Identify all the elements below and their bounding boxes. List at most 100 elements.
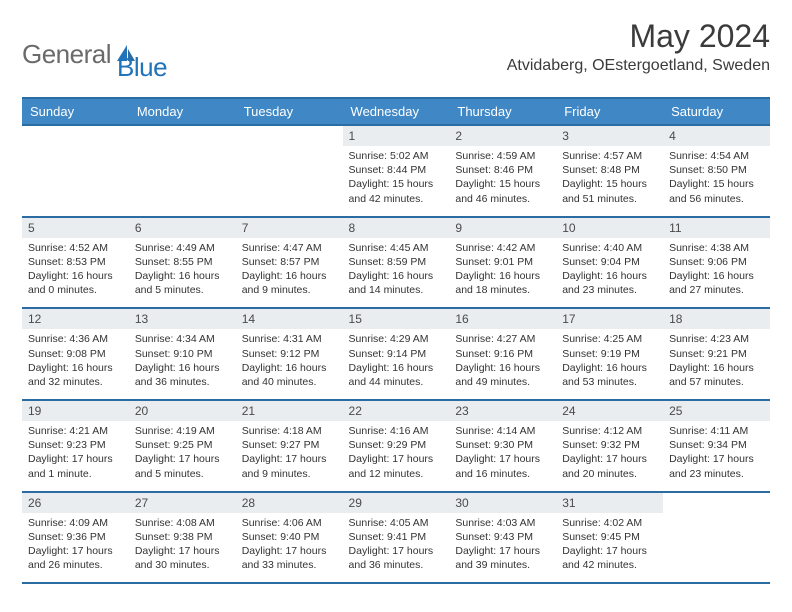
calendar-cell: 28Sunrise: 4:06 AMSunset: 9:40 PMDayligh… — [236, 492, 343, 584]
sunset-text: Sunset: 9:38 PM — [135, 530, 230, 544]
calendar-cell: 10Sunrise: 4:40 AMSunset: 9:04 PMDayligh… — [556, 217, 663, 309]
day-header: Tuesday — [236, 98, 343, 125]
day-header: Saturday — [663, 98, 770, 125]
sunset-text: Sunset: 9:21 PM — [669, 347, 764, 361]
day-data: Sunrise: 4:14 AMSunset: 9:30 PMDaylight:… — [449, 421, 556, 491]
sunset-text: Sunset: 9:10 PM — [135, 347, 230, 361]
sunset-text: Sunset: 9:01 PM — [455, 255, 550, 269]
logo-general-text: General — [22, 39, 111, 69]
sunrise-text: Sunrise: 4:40 AM — [562, 241, 657, 255]
daylight-text: Daylight: 17 hours and 16 minutes. — [455, 452, 550, 480]
sunrise-text: Sunrise: 4:09 AM — [28, 516, 123, 530]
sunrise-text: Sunrise: 4:23 AM — [669, 332, 764, 346]
daylight-text: Daylight: 17 hours and 23 minutes. — [669, 452, 764, 480]
calendar-cell: 14Sunrise: 4:31 AMSunset: 9:12 PMDayligh… — [236, 308, 343, 400]
day-data: Sunrise: 4:29 AMSunset: 9:14 PMDaylight:… — [343, 329, 450, 399]
sunset-text: Sunset: 8:48 PM — [562, 163, 657, 177]
day-number: 1 — [343, 126, 450, 146]
calendar-cell: 1Sunrise: 5:02 AMSunset: 8:44 PMDaylight… — [343, 125, 450, 217]
calendar-cell — [236, 125, 343, 217]
day-number: 20 — [129, 401, 236, 421]
sunrise-text: Sunrise: 4:19 AM — [135, 424, 230, 438]
sunrise-text: Sunrise: 4:29 AM — [349, 332, 444, 346]
calendar-page: General Blue May 2024 Atvidaberg, OEster… — [0, 0, 792, 602]
calendar-cell: 5Sunrise: 4:52 AMSunset: 8:53 PMDaylight… — [22, 217, 129, 309]
day-number: 13 — [129, 309, 236, 329]
sunset-text: Sunset: 9:04 PM — [562, 255, 657, 269]
location-text: Atvidaberg, OEstergoetland, Sweden — [507, 57, 770, 75]
sunrise-text: Sunrise: 4:42 AM — [455, 241, 550, 255]
day-number: 10 — [556, 218, 663, 238]
calendar-cell: 24Sunrise: 4:12 AMSunset: 9:32 PMDayligh… — [556, 400, 663, 492]
sunrise-text: Sunrise: 4:11 AM — [669, 424, 764, 438]
sunrise-text: Sunrise: 4:06 AM — [242, 516, 337, 530]
day-data: Sunrise: 4:21 AMSunset: 9:23 PMDaylight:… — [22, 421, 129, 491]
day-number: 14 — [236, 309, 343, 329]
calendar-table: Sunday Monday Tuesday Wednesday Thursday… — [22, 97, 770, 584]
calendar-cell — [663, 492, 770, 584]
calendar-cell: 11Sunrise: 4:38 AMSunset: 9:06 PMDayligh… — [663, 217, 770, 309]
calendar-cell: 16Sunrise: 4:27 AMSunset: 9:16 PMDayligh… — [449, 308, 556, 400]
day-number: 11 — [663, 218, 770, 238]
sunrise-text: Sunrise: 4:38 AM — [669, 241, 764, 255]
day-header: Monday — [129, 98, 236, 125]
day-data: Sunrise: 4:54 AMSunset: 8:50 PMDaylight:… — [663, 146, 770, 216]
daylight-text: Daylight: 16 hours and 32 minutes. — [28, 361, 123, 389]
sunset-text: Sunset: 9:40 PM — [242, 530, 337, 544]
day-header: Thursday — [449, 98, 556, 125]
sunrise-text: Sunrise: 4:18 AM — [242, 424, 337, 438]
title-block: May 2024 Atvidaberg, OEstergoetland, Swe… — [507, 18, 770, 75]
sunrise-text: Sunrise: 4:03 AM — [455, 516, 550, 530]
sunrise-text: Sunrise: 4:02 AM — [562, 516, 657, 530]
calendar-cell: 25Sunrise: 4:11 AMSunset: 9:34 PMDayligh… — [663, 400, 770, 492]
daylight-text: Daylight: 16 hours and 0 minutes. — [28, 269, 123, 297]
sunrise-text: Sunrise: 4:21 AM — [28, 424, 123, 438]
sunrise-text: Sunrise: 4:36 AM — [28, 332, 123, 346]
sunset-text: Sunset: 9:06 PM — [669, 255, 764, 269]
daylight-text: Daylight: 16 hours and 27 minutes. — [669, 269, 764, 297]
sunrise-text: Sunrise: 4:45 AM — [349, 241, 444, 255]
day-number: 30 — [449, 493, 556, 513]
logo-blue-text: Blue — [117, 52, 167, 82]
calendar-cell: 23Sunrise: 4:14 AMSunset: 9:30 PMDayligh… — [449, 400, 556, 492]
sunset-text: Sunset: 9:36 PM — [28, 530, 123, 544]
sunset-text: Sunset: 9:16 PM — [455, 347, 550, 361]
calendar-cell: 13Sunrise: 4:34 AMSunset: 9:10 PMDayligh… — [129, 308, 236, 400]
day-header: Sunday — [22, 98, 129, 125]
daylight-text: Daylight: 17 hours and 36 minutes. — [349, 544, 444, 572]
calendar-cell: 9Sunrise: 4:42 AMSunset: 9:01 PMDaylight… — [449, 217, 556, 309]
sunrise-text: Sunrise: 5:02 AM — [349, 149, 444, 163]
sunrise-text: Sunrise: 4:12 AM — [562, 424, 657, 438]
sunrise-text: Sunrise: 4:27 AM — [455, 332, 550, 346]
sunrise-text: Sunrise: 4:16 AM — [349, 424, 444, 438]
sunset-text: Sunset: 9:34 PM — [669, 438, 764, 452]
day-data: Sunrise: 4:27 AMSunset: 9:16 PMDaylight:… — [449, 329, 556, 399]
day-number: 5 — [22, 218, 129, 238]
daylight-text: Daylight: 16 hours and 18 minutes. — [455, 269, 550, 297]
day-number: 6 — [129, 218, 236, 238]
daylight-text: Daylight: 17 hours and 5 minutes. — [135, 452, 230, 480]
day-data: Sunrise: 4:02 AMSunset: 9:45 PMDaylight:… — [556, 513, 663, 583]
daylight-text: Daylight: 16 hours and 40 minutes. — [242, 361, 337, 389]
day-number: 22 — [343, 401, 450, 421]
daylight-text: Daylight: 16 hours and 14 minutes. — [349, 269, 444, 297]
day-data: Sunrise: 4:59 AMSunset: 8:46 PMDaylight:… — [449, 146, 556, 216]
day-number: 31 — [556, 493, 663, 513]
day-data: Sunrise: 4:42 AMSunset: 9:01 PMDaylight:… — [449, 238, 556, 308]
calendar-body: 1Sunrise: 5:02 AMSunset: 8:44 PMDaylight… — [22, 125, 770, 583]
day-number: 3 — [556, 126, 663, 146]
daylight-text: Daylight: 17 hours and 30 minutes. — [135, 544, 230, 572]
calendar-cell: 2Sunrise: 4:59 AMSunset: 8:46 PMDaylight… — [449, 125, 556, 217]
day-number: 15 — [343, 309, 450, 329]
logo: General Blue — [22, 26, 167, 83]
sunset-text: Sunset: 9:29 PM — [349, 438, 444, 452]
day-data: Sunrise: 4:47 AMSunset: 8:57 PMDaylight:… — [236, 238, 343, 308]
sunset-text: Sunset: 9:27 PM — [242, 438, 337, 452]
day-data: Sunrise: 4:57 AMSunset: 8:48 PMDaylight:… — [556, 146, 663, 216]
sunset-text: Sunset: 9:32 PM — [562, 438, 657, 452]
daylight-text: Daylight: 16 hours and 44 minutes. — [349, 361, 444, 389]
day-data: Sunrise: 4:38 AMSunset: 9:06 PMDaylight:… — [663, 238, 770, 308]
calendar-cell: 31Sunrise: 4:02 AMSunset: 9:45 PMDayligh… — [556, 492, 663, 584]
month-title: May 2024 — [507, 18, 770, 55]
sunrise-text: Sunrise: 4:54 AM — [669, 149, 764, 163]
